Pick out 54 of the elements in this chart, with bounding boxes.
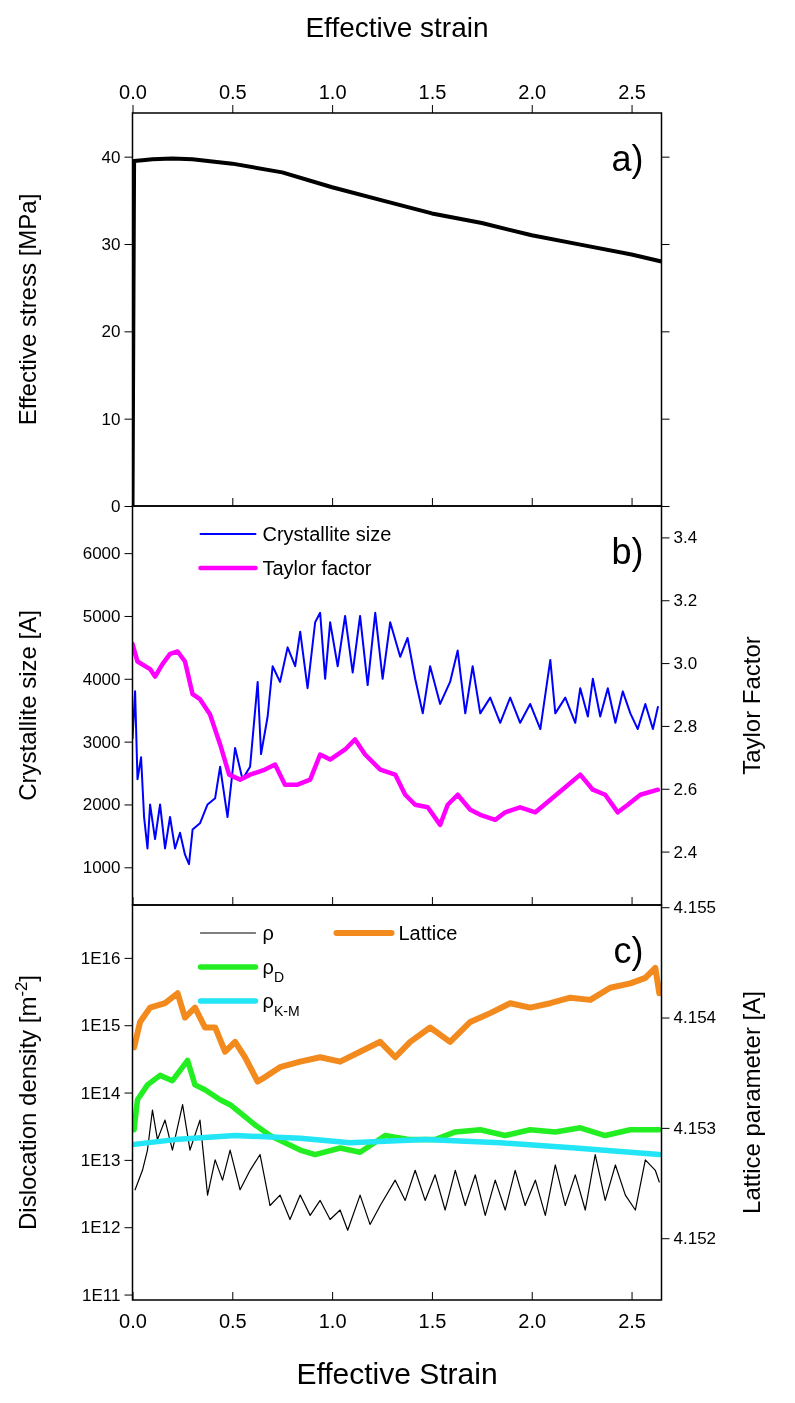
y-tick-label: 4000 xyxy=(82,669,121,689)
legend-label: ρ xyxy=(262,922,274,944)
y-tick-label: 2000 xyxy=(82,795,121,815)
x-tick-label: 1.0 xyxy=(318,1310,347,1333)
x2-axis-title: Effective strain xyxy=(305,12,489,43)
y-tick-label: 5000 xyxy=(82,606,121,626)
x-tick-label: 0.5 xyxy=(218,1310,247,1333)
y2-tick-label: 4.155 xyxy=(673,898,717,918)
y2-tick-label: 2.8 xyxy=(673,716,698,736)
y-tick-label: 30 xyxy=(101,234,121,254)
y-tick-label: 1000 xyxy=(82,858,121,878)
y-tick-label: 10 xyxy=(101,409,121,429)
x2-tick-label: 2.0 xyxy=(518,81,547,103)
x-tick-label: 0.0 xyxy=(119,1310,147,1333)
legend-label: ρ$_{K-M}$ xyxy=(262,990,300,1019)
y2-tick-label: 3.2 xyxy=(673,591,698,611)
x2-tick-label: 1.5 xyxy=(418,81,447,103)
x2-tick-label: 2.5 xyxy=(618,81,646,103)
y2-tick-label: 2.4 xyxy=(673,842,698,862)
y-tick-label: 1E16 xyxy=(80,948,121,968)
legend-label: Lattice xyxy=(398,922,458,944)
y-tick-label: 1E15 xyxy=(80,1016,121,1036)
y-tick-label: 1E13 xyxy=(80,1150,121,1170)
y-tick-label: 1E12 xyxy=(80,1218,121,1238)
legend-label: ρ$_{D}$ xyxy=(262,956,285,985)
y2-tick-label: 3.4 xyxy=(673,528,698,548)
x2-tick-label: 1.0 xyxy=(318,81,347,103)
y2-axis-title: Lattice parameter [A] xyxy=(738,991,765,1214)
y-tick-label: 1E14 xyxy=(80,1083,121,1103)
y-axis-title: Crystallite size [A] xyxy=(14,610,41,801)
y-tick-label: 0 xyxy=(111,496,121,516)
y2-tick-label: 4.152 xyxy=(673,1229,717,1249)
legend-label: Crystallite size xyxy=(262,523,392,545)
y-tick-label: 3000 xyxy=(82,732,121,752)
y2-tick-label: 2.6 xyxy=(673,779,698,799)
legend-label: Taylor factor xyxy=(262,557,372,579)
x-tick-label: 2.0 xyxy=(518,1310,547,1333)
y-tick-label: 1E11 xyxy=(82,1285,121,1305)
x-tick-label: 1.5 xyxy=(418,1310,447,1333)
y2-tick-label: 4.154 xyxy=(673,1008,717,1028)
annotation: c) xyxy=(613,930,644,971)
annotation: b) xyxy=(611,531,644,572)
annotation: a) xyxy=(611,138,644,179)
y2-axis-title: Taylor Factor xyxy=(738,636,765,775)
x2-tick-label: 0.0 xyxy=(119,81,147,103)
y-tick-label: 40 xyxy=(101,147,121,167)
x2-tick-label: 0.5 xyxy=(218,81,247,103)
x-axis-title: Effective Strain xyxy=(296,1357,498,1390)
y-tick-label: 20 xyxy=(101,322,121,342)
y-axis-title: Effective stress [MPa] xyxy=(14,193,41,426)
y2-tick-label: 3.0 xyxy=(673,654,698,674)
y2-tick-label: 4.153 xyxy=(673,1118,717,1138)
x-tick-label: 2.5 xyxy=(618,1310,646,1333)
y-tick-label: 6000 xyxy=(82,544,121,564)
